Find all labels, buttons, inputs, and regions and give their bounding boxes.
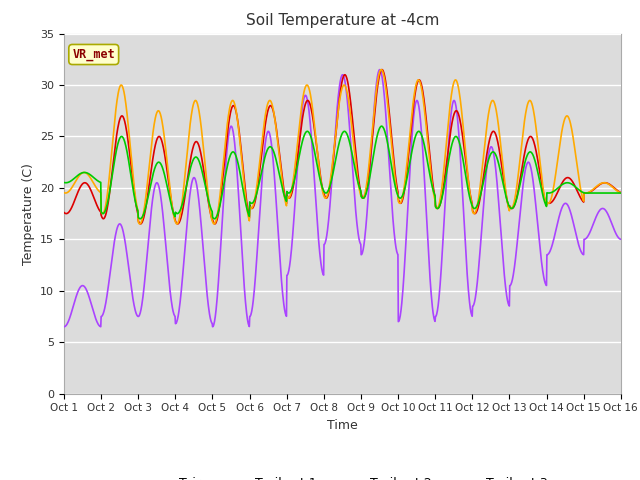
Title: Soil Temperature at -4cm: Soil Temperature at -4cm bbox=[246, 13, 439, 28]
Text: VR_met: VR_met bbox=[72, 48, 115, 61]
X-axis label: Time: Time bbox=[327, 419, 358, 432]
Y-axis label: Temperature (C): Temperature (C) bbox=[22, 163, 35, 264]
Legend: Tair, Tsoil set 1, Tsoil set 2, Tsoil set 3: Tair, Tsoil set 1, Tsoil set 2, Tsoil se… bbox=[132, 472, 552, 480]
